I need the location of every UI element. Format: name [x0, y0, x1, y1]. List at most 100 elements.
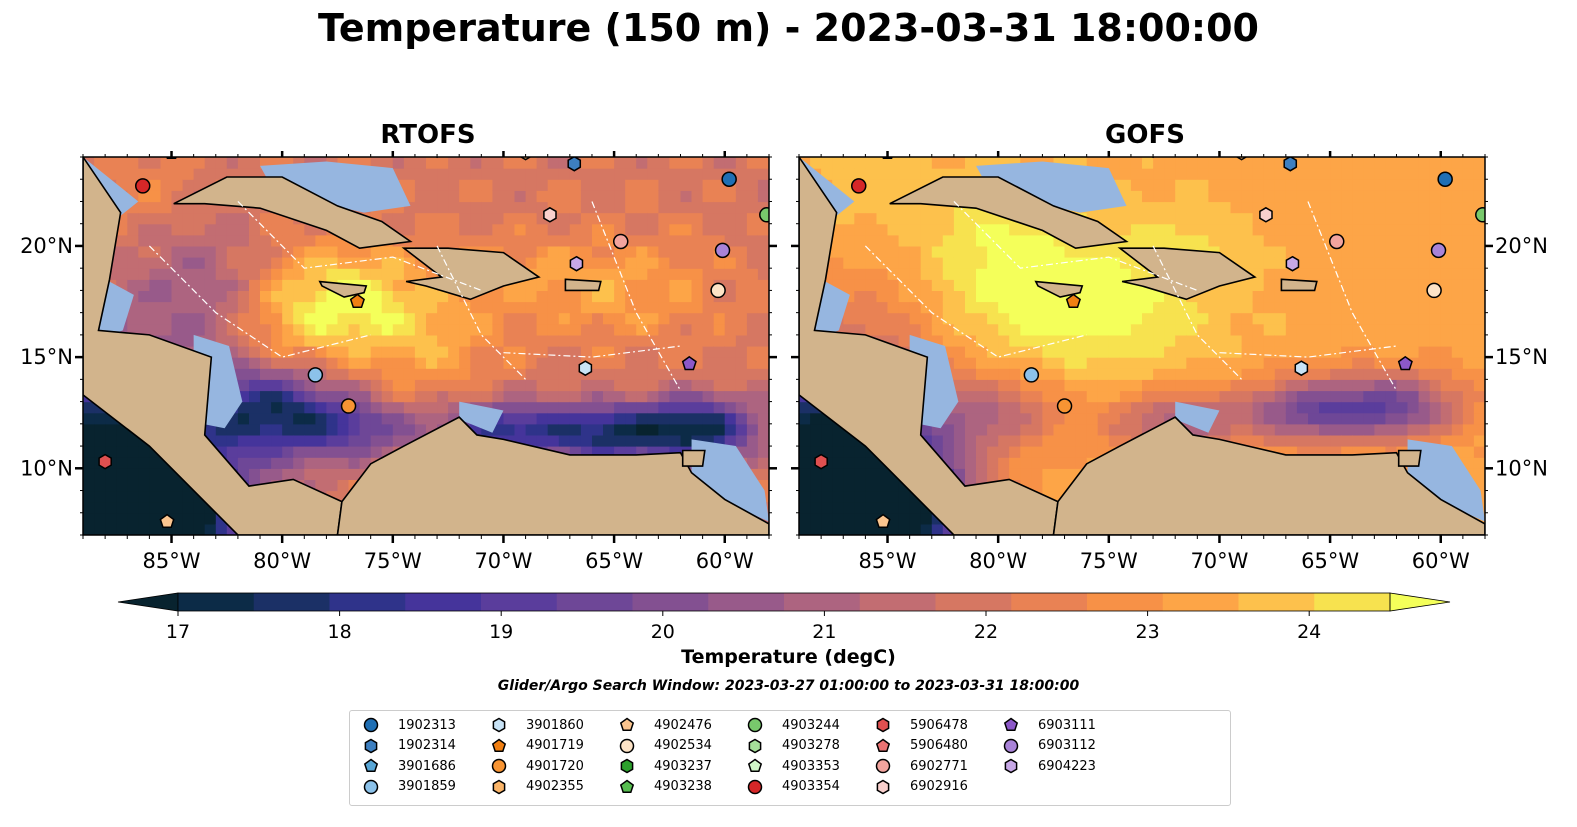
legend-label: 4902534 [654, 738, 712, 753]
colorbar-bin [632, 593, 709, 611]
legend-item-6903112: 6903112 [1000, 736, 1096, 756]
colorbar-bin [1087, 593, 1164, 611]
land [1280, 278, 1318, 292]
colorbar-tick-label: 20 [651, 621, 675, 643]
platform-6902916 [543, 206, 557, 223]
legend-label: 4901719 [526, 738, 584, 753]
legend-marker [363, 717, 379, 733]
legend-label: 5906480 [910, 738, 968, 753]
platform-legend: 1902313 1902314 3901686 3901859 3901860 49017… [349, 710, 1231, 806]
platform-1902314 [567, 157, 582, 172]
legend-marker-icon [1003, 738, 1019, 753]
legend-item-1902313: 1902313 [360, 715, 456, 735]
land [401, 247, 541, 301]
legend-item-4901719: 4901719 [488, 736, 584, 756]
legend-label: 6903112 [1038, 738, 1096, 753]
legend-label: 3901859 [398, 779, 456, 794]
platform-4903354 [850, 178, 867, 194]
legend-marker [1003, 717, 1019, 732]
legend-marker-icon [619, 717, 635, 732]
platform-6904223 [569, 255, 584, 272]
shelf-area [459, 401, 504, 433]
colorbar-extend-min [117, 592, 179, 612]
x-tick-label: 75°W [1080, 549, 1138, 573]
x-tick-label: 65°W [1301, 549, 1359, 573]
platform-4902476 [159, 513, 175, 529]
legend-item-4902476: 4902476 [616, 715, 712, 735]
x-tick-label: 65°W [585, 549, 643, 573]
map-panel-rtofs: 85°W 80°W 75°W 70°W 65°W 60°W 20°N 15°N 10°N [20, 151, 777, 573]
legend-label: 6902771 [910, 758, 968, 774]
y-tick-label: 20°N [1495, 234, 1548, 258]
legend-item-5906480: 5906480 [872, 736, 968, 756]
eez-boundary [148, 245, 371, 358]
legend-marker [1003, 738, 1019, 753]
platform-4902476 [875, 513, 891, 529]
legend-label: 3901860 [526, 717, 584, 733]
colorbar-bin [708, 593, 785, 611]
platform-4901719 [349, 293, 365, 308]
x-tick-label: 60°W [696, 549, 754, 573]
colorbar-bin [405, 593, 482, 611]
legend-marker [619, 738, 635, 753]
legend-marker-icon [364, 738, 378, 753]
legend-marker-icon [619, 779, 635, 793]
shelf-area [976, 161, 1127, 213]
platform-4903354 [134, 178, 151, 194]
x-tick-label: 85°W [859, 549, 917, 573]
legend-label: 6904223 [1038, 758, 1096, 774]
legend-label: 4901720 [526, 758, 584, 774]
legend-label: 4902355 [526, 779, 584, 794]
legend-marker-icon [363, 717, 379, 733]
legend-marker [747, 717, 763, 733]
legend-item-1902314: 1902314 [360, 736, 456, 756]
legend-item-4903244: 4903244 [744, 715, 840, 735]
map-panel-gofs: 85°W 80°W 75°W 70°W 65°W 60°W 20°N 15°N 10°N [791, 151, 1548, 573]
legend-marker [876, 717, 890, 733]
map-frame [82, 156, 770, 536]
legend-item-4903237: 4903237 [616, 756, 712, 776]
platform-6903112 [1430, 242, 1447, 259]
platform-1902313 [721, 171, 737, 187]
legend-marker-icon [747, 717, 763, 733]
legend-marker [747, 758, 763, 773]
colorbar-bin [481, 593, 558, 611]
colorbar-frame [177, 592, 1391, 612]
legend-marker-icon [492, 717, 506, 733]
legend-item-4903238: 4903238 [616, 777, 712, 797]
x-tick-label: 80°W [969, 549, 1027, 573]
legend-item-5906478: 5906478 [872, 715, 968, 735]
map-frame [798, 156, 1486, 536]
legend-marker [1004, 758, 1018, 774]
y-tick-label: 10°N [20, 456, 73, 480]
legend-marker-icon [491, 738, 507, 752]
search-window-caption: Glider/Argo Search Window: 2023-03-27 01… [497, 678, 1080, 694]
legend-marker [492, 779, 506, 794]
land [889, 176, 1129, 249]
x-tick-label: 85°W [143, 549, 201, 573]
colorbar-bin [859, 593, 936, 611]
land [1397, 449, 1422, 467]
legend-label: 6902916 [910, 779, 968, 794]
platform-4902534 [1426, 282, 1442, 299]
platform-5906478 [98, 453, 112, 470]
colorbar-extend-max [1389, 592, 1451, 612]
platform-3901859 [1023, 367, 1040, 383]
legend-marker [875, 758, 891, 774]
legend-item-6903111: 6903111 [1000, 715, 1096, 735]
x-tick-label: 60°W [1412, 549, 1470, 573]
legend-item-4902534: 4902534 [616, 736, 712, 756]
y-tick-label: 15°N [1495, 345, 1548, 369]
land [799, 157, 1059, 535]
platform-4901720 [340, 398, 357, 414]
shelf-area [691, 439, 769, 522]
colorbar-bin [253, 593, 330, 611]
platform-3901859 [307, 367, 324, 383]
legend-marker-icon [876, 779, 890, 794]
legend-marker-icon [492, 779, 506, 794]
legend-item-4901720: 4901720 [488, 756, 584, 776]
colorbar-label: Temperature (degC) [681, 646, 896, 668]
platform-6902916 [1259, 206, 1273, 223]
colorbar-tick-label: 24 [1297, 621, 1321, 643]
legend-marker [619, 717, 635, 732]
